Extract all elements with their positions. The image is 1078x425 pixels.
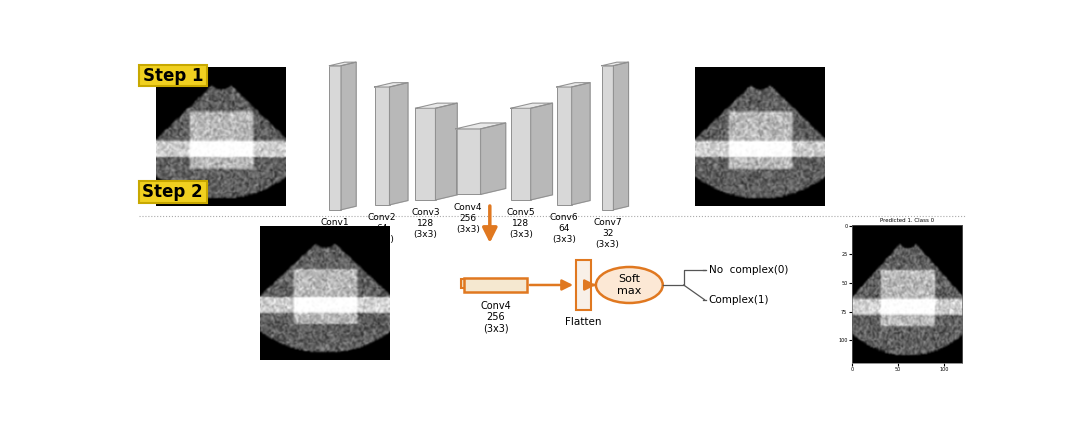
FancyBboxPatch shape xyxy=(139,181,207,203)
Text: Conv6
64
(3x3): Conv6 64 (3x3) xyxy=(550,213,579,244)
Polygon shape xyxy=(374,83,407,87)
Polygon shape xyxy=(389,83,407,205)
FancyBboxPatch shape xyxy=(139,65,207,86)
Bar xyxy=(602,66,613,210)
Polygon shape xyxy=(456,123,506,129)
Polygon shape xyxy=(613,62,628,210)
Polygon shape xyxy=(511,103,553,108)
Polygon shape xyxy=(436,103,457,200)
FancyBboxPatch shape xyxy=(461,279,524,289)
Polygon shape xyxy=(481,123,506,194)
Text: No  complex(0): No complex(0) xyxy=(708,265,788,275)
Bar xyxy=(330,66,341,210)
Text: Conv4
256
(3x3): Conv4 256 (3x3) xyxy=(454,203,482,234)
Polygon shape xyxy=(556,83,590,87)
Polygon shape xyxy=(330,62,356,66)
Polygon shape xyxy=(341,62,356,210)
Text: Complex(1): Complex(1) xyxy=(708,295,770,305)
Text: Conv3
128
(3x3): Conv3 128 (3x3) xyxy=(411,208,440,239)
Bar xyxy=(456,129,481,194)
Text: Conv5
128
(3x3): Conv5 128 (3x3) xyxy=(507,208,535,239)
Polygon shape xyxy=(602,62,628,66)
Ellipse shape xyxy=(596,267,663,303)
Text: Conv7
32
(3x3): Conv7 32 (3x3) xyxy=(593,218,622,249)
Text: Conv4
256
(3x3): Conv4 256 (3x3) xyxy=(481,300,511,334)
Text: Conv2
64
(3x3): Conv2 64 (3x3) xyxy=(368,213,397,244)
Text: Step 2: Step 2 xyxy=(142,183,203,201)
Text: Conv1
32
(3x3): Conv1 32 (3x3) xyxy=(321,218,349,249)
Bar xyxy=(556,87,571,205)
Polygon shape xyxy=(571,83,590,205)
Polygon shape xyxy=(415,103,457,108)
Polygon shape xyxy=(530,103,553,200)
Text: Flatten: Flatten xyxy=(565,317,602,327)
Bar xyxy=(576,261,591,309)
Text: Soft
max: Soft max xyxy=(617,274,641,296)
Bar xyxy=(374,87,389,205)
Bar xyxy=(415,108,436,200)
Text: Step 1: Step 1 xyxy=(142,67,203,85)
FancyBboxPatch shape xyxy=(465,278,527,292)
Bar xyxy=(511,108,530,200)
